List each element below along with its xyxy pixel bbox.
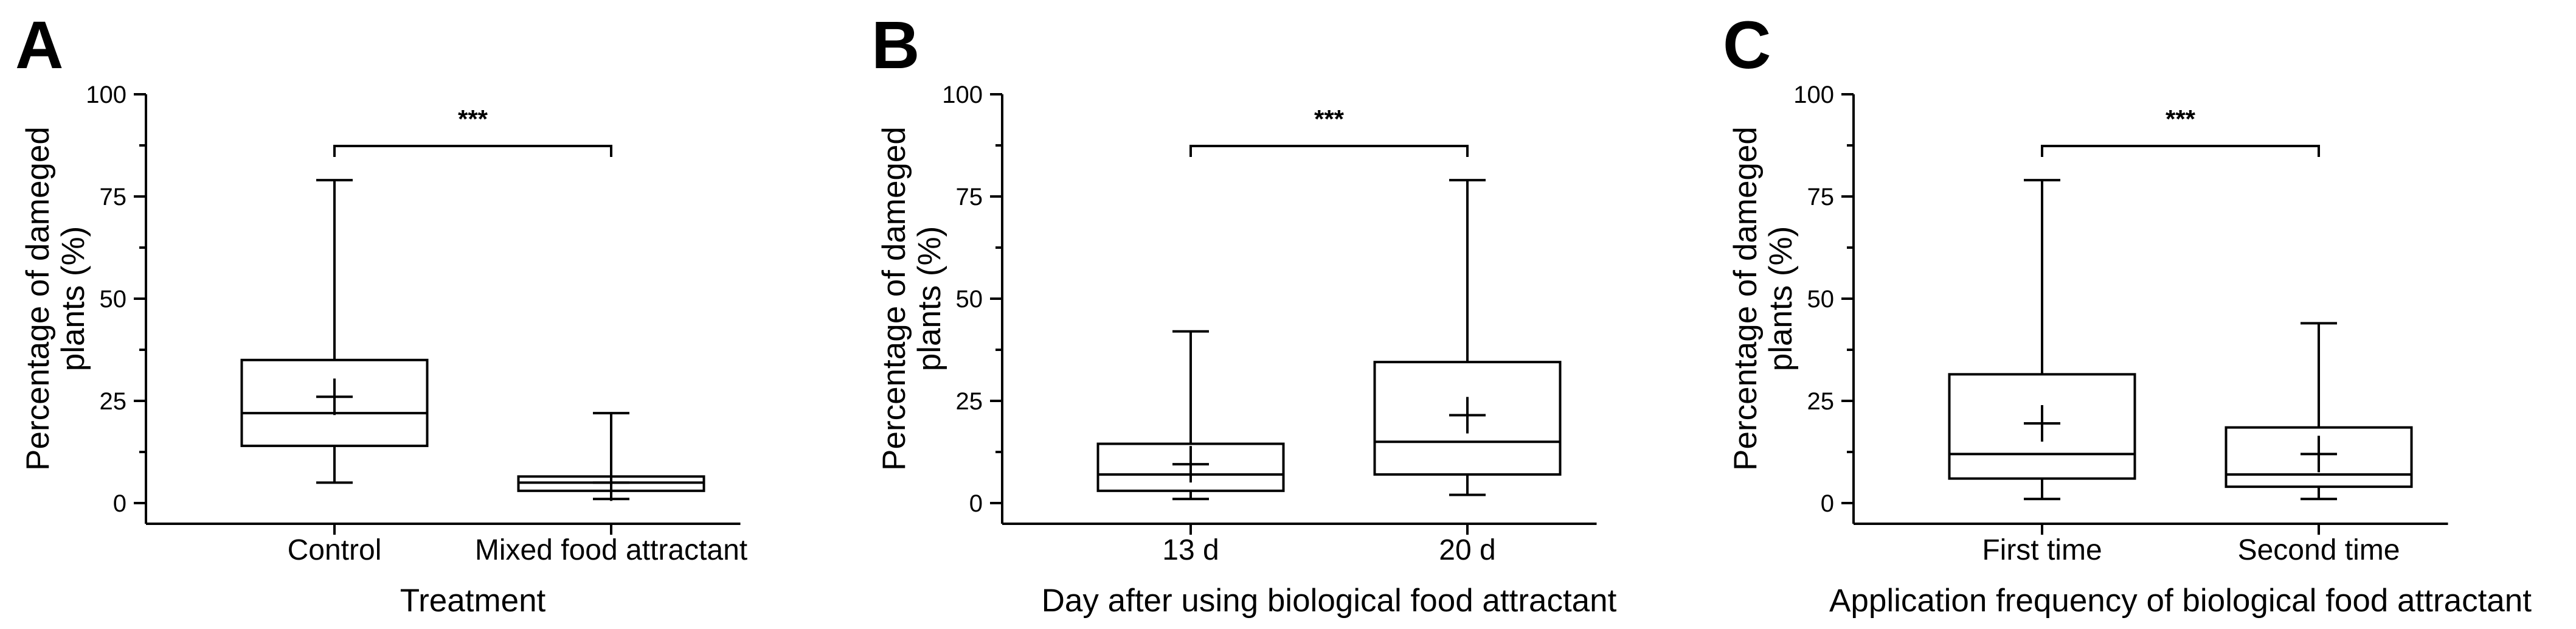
y-tick-label: 25	[1807, 388, 1835, 415]
y-axis-title: Percentage of damegedplants (%)	[1728, 127, 1799, 471]
y-tick-label: 75	[956, 184, 983, 210]
significance-bracket	[1189, 145, 1469, 157]
significance-label: ***	[458, 105, 488, 133]
iqr-box	[1373, 361, 1562, 476]
x-axis-title: Treatment	[400, 583, 546, 619]
x-category-label: First time	[1982, 534, 2102, 566]
y-axis-title-line1: Percentage of dameged	[20, 127, 56, 471]
box-plot-2	[517, 412, 705, 501]
y-tick-label: 100	[1793, 82, 1834, 108]
y-tick-label: 0	[1821, 490, 1834, 517]
x-axis-title: Application frequency of biological food…	[1829, 583, 2532, 619]
y-tick-label: 0	[113, 490, 126, 517]
y-axis-title-line1: Percentage of dameged	[1728, 127, 1764, 471]
y-tick-label: 100	[86, 82, 126, 108]
x-category-label: Control	[288, 534, 382, 566]
iqr-box	[1948, 373, 2136, 480]
box-plot-1	[1948, 179, 2136, 501]
y-tick-label: 50	[956, 286, 983, 313]
y-tick-label: 25	[956, 388, 983, 415]
y-tick-label: 25	[100, 388, 127, 415]
iqr-box	[240, 358, 429, 447]
panel-letter: A	[15, 8, 63, 83]
significance-label: ***	[2166, 105, 2196, 133]
x-category-label: Mixed food attractant	[475, 534, 747, 566]
box-plot-2	[1373, 179, 1562, 496]
box-plot-1	[1096, 330, 1285, 501]
y-tick-label: 75	[100, 184, 127, 210]
panel-letter: C	[1723, 8, 1771, 83]
y-axis-title: Percentage of damegedplants (%)	[876, 127, 947, 471]
panel-b: B 0 25 50 75 100 Percentage of damegedplants (…	[871, 8, 1617, 619]
y-axis-title-line2: plants (%)	[55, 226, 91, 372]
x-category-label: 13 d	[1162, 534, 1219, 566]
panel-a: A 0 25 50 75 100 Percentage of damegedplants (…	[15, 8, 747, 619]
y-axis-title: Percentage of damegedplants (%)	[20, 127, 91, 471]
box-plot-2	[2225, 322, 2413, 501]
x-category-label: 20 d	[1439, 534, 1495, 566]
x-category-label: Second time	[2238, 534, 2400, 566]
significance-label: ***	[1314, 105, 1345, 133]
panel-letter: B	[871, 8, 919, 83]
box-plot-1	[240, 179, 429, 484]
y-tick-label: 75	[1807, 184, 1835, 210]
y-axis-title-line1: Percentage of dameged	[876, 127, 912, 471]
y-tick-label: 0	[969, 490, 983, 517]
significance-bracket	[333, 145, 612, 157]
iqr-box	[2225, 426, 2413, 488]
y-axis-title-line2: plants (%)	[912, 226, 947, 372]
panel-c: C 0 25 50 75 100 Percentage of damegedplants (…	[1723, 8, 2532, 619]
y-tick-label: 50	[1807, 286, 1835, 313]
x-axis-title: Day after using biological food attracta…	[1042, 583, 1617, 619]
iqr-box	[1096, 442, 1285, 492]
y-axis-title-line2: plants (%)	[1763, 226, 1799, 372]
y-tick-label: 100	[942, 82, 983, 108]
y-tick-label: 50	[100, 286, 127, 313]
significance-bracket	[2041, 145, 2320, 157]
